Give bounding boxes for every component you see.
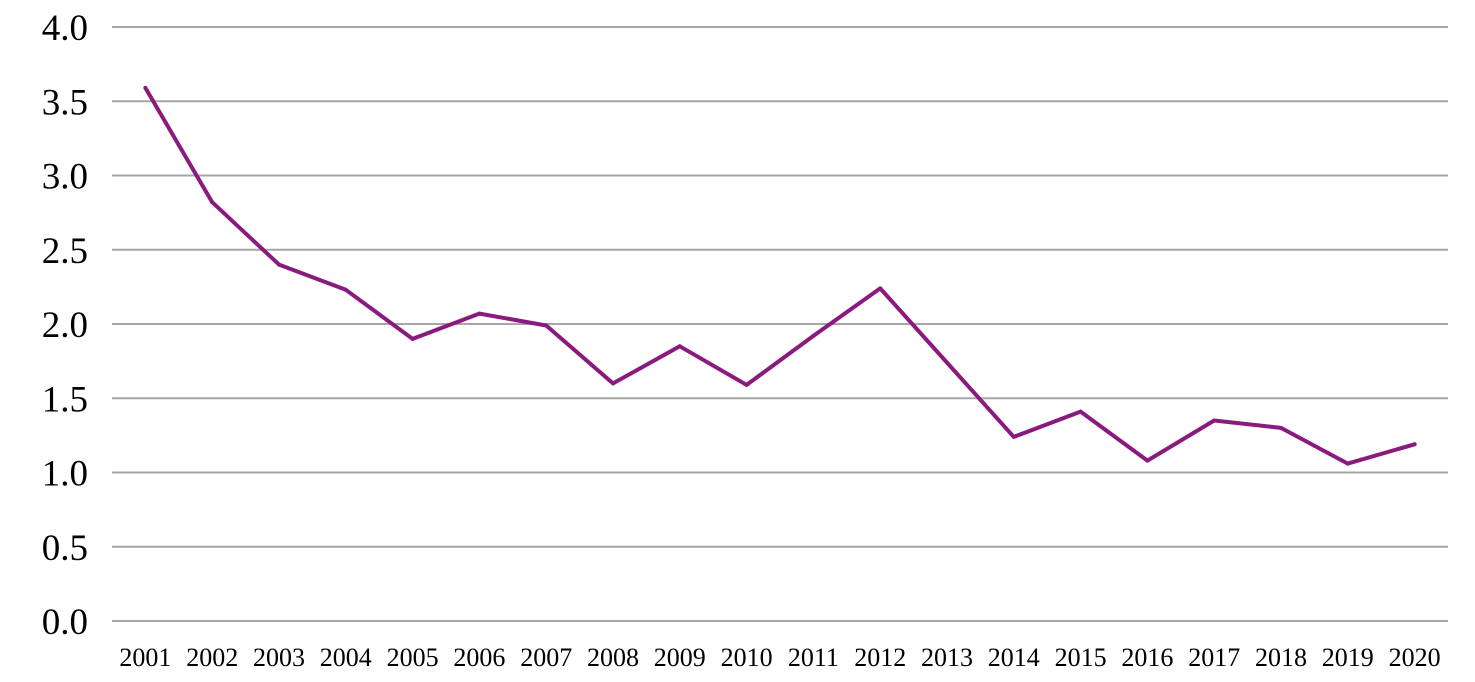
x-tick-label: 2013 [921,643,973,672]
series-line-0 [143,85,1417,466]
data-point-2012 [878,286,883,291]
data-point-2017 [1212,418,1217,423]
data-point-2007 [544,323,549,328]
data-point-2014 [1011,434,1016,439]
x-tick-label: 2015 [1055,643,1107,672]
y-axis-tick-labels: 0.0 0.5 1.0 1.5 2.0 2.5 3.0 3.5 4.0 [42,8,88,643]
x-tick-label: 2011 [788,643,839,672]
x-tick-label: 2001 [119,643,171,672]
data-point-2005 [410,336,415,341]
data-point-2008 [611,381,615,386]
data-point-2015 [1078,409,1083,414]
x-tick-label: 2009 [654,643,706,672]
x-tick-label: 2016 [1121,643,1173,672]
data-point-2019 [1345,461,1350,466]
data-point-2003 [277,262,281,267]
x-tick-label: 2019 [1322,643,1374,672]
x-axis-tick-labels: 2001 2002 2003 2004 2005 2006 2007 2008 2009 2010… [119,643,1440,672]
data-point-2002 [210,200,215,205]
x-tick-label: 2004 [320,643,372,672]
y-tick-label: 1.5 [42,379,88,420]
data-point-2009 [677,344,682,349]
y-tick-label: 3.5 [42,82,88,123]
y-tick-label: 1.0 [42,454,88,495]
data-point-2013 [945,360,949,365]
y-tick-label: 2.5 [42,231,88,272]
x-tick-label: 2012 [854,643,906,672]
data-point-2004 [343,287,348,292]
data-point-2011 [811,333,816,338]
y-tick-label: 3.0 [42,157,88,198]
data-point-2020 [1412,442,1417,447]
x-tick-label: 2010 [721,643,773,672]
data-point-2018 [1279,425,1283,430]
gridlines [112,26,1448,622]
x-tick-label: 2017 [1188,643,1240,672]
x-tick-label: 2020 [1389,643,1441,672]
x-tick-label: 2014 [988,643,1040,672]
data-point-2016 [1145,458,1150,463]
x-tick-label: 2005 [387,643,439,672]
y-tick-label: 0.5 [42,528,88,569]
y-tick-label: 0.0 [42,602,88,643]
x-tick-label: 2006 [453,643,505,672]
series-layer [143,85,1417,466]
y-tick-label: 2.0 [42,305,88,346]
x-tick-label: 2008 [587,643,639,672]
x-tick-label: 2018 [1255,643,1307,672]
x-tick-label: 2003 [253,643,305,672]
x-tick-label: 2007 [520,643,572,672]
data-point-2001 [143,85,148,90]
data-point-2010 [744,382,749,387]
y-tick-label: 4.0 [42,8,88,49]
data-point-2006 [477,311,482,316]
x-tick-label: 2002 [186,643,238,672]
